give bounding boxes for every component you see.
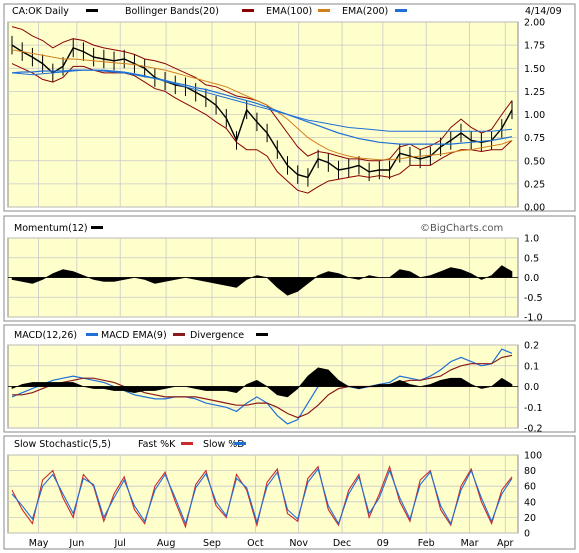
- x-axis-month-label: Jun: [68, 538, 84, 549]
- fast-k-legend-label: Fast %K: [138, 439, 176, 450]
- momentum-y-ticks: 1.0 0.5 0.0 -0.5 -1.0: [524, 234, 543, 324]
- price-y-tick-label: 0.00: [524, 203, 545, 214]
- macd-y-tick-label: 0.1: [524, 361, 539, 372]
- macd-ema-legend-label: MACD EMA(9): [101, 330, 167, 341]
- price-series-group: [11, 26, 513, 194]
- stochastic-series-slow-d: [11, 467, 513, 526]
- price-y-tick-label: 0.25: [524, 179, 545, 190]
- momentum-y-tick-label: 0.0: [524, 273, 539, 284]
- macd-legend-swatch: [86, 333, 98, 336]
- macd-y-tick-label: 0.0: [524, 382, 539, 393]
- stochastic-plot-area: [7, 454, 519, 534]
- price-y-tick-label: 0.75: [524, 133, 545, 144]
- x-axis-month-label: Sep: [203, 538, 221, 549]
- x-axis-month-label: Oct: [247, 538, 264, 549]
- x-axis-month-label: Apr: [497, 538, 514, 549]
- fast-k-legend-swatch: [181, 442, 193, 445]
- price-series-long-term-trend: [11, 69, 513, 132]
- momentum-title: Momentum(12): [14, 223, 88, 234]
- stochastic-series-group: [11, 464, 513, 529]
- ema200-legend-swatch: [395, 9, 407, 12]
- slow-d-legend-swatch: [234, 442, 246, 445]
- stochastic-panel: Slow Stochastic(5,5) Fast %K Slow %D 100…: [3, 435, 576, 550]
- price-y-tick-label: 1.25: [524, 87, 545, 98]
- stochastic-title: Slow Stochastic(5,5): [14, 439, 111, 450]
- x-axis-month-label: Jul: [113, 538, 125, 549]
- price-y-tick-label: 1.50: [524, 64, 545, 75]
- stochastic-y-ticks: 100 80 60 40 20 0: [524, 451, 542, 540]
- slow-d-legend-label: Slow %D: [203, 439, 245, 450]
- bollinger-legend-label: Bollinger Bands(20): [125, 6, 219, 17]
- macd-series-macd-ema-9: [12, 354, 513, 419]
- momentum-legend-swatch: [91, 226, 103, 229]
- ema100-legend-swatch: [318, 9, 330, 12]
- x-axis-month-label: Aug: [157, 538, 176, 549]
- momentum-y-tick-label: -0.5: [524, 293, 543, 304]
- stochastic-y-tick-label: 40: [524, 497, 536, 508]
- momentum-panel: Momentum(12) ©BigCharts.com 1.0 0.5 0.0 -0.…: [3, 215, 576, 324]
- price-y-tick-label: 1.75: [524, 41, 545, 52]
- ema200-legend-label: EMA(200): [342, 6, 388, 17]
- stochastic-y-tick-label: 60: [524, 482, 536, 493]
- stochastic-y-tick-label: 0: [524, 529, 530, 540]
- price-y-tick-label: 0.50: [524, 156, 545, 167]
- price-panel: CA:OK Daily Bollinger Bands(20) EMA(100)…: [3, 3, 576, 214]
- price-y-ticks: 2.00 1.75 1.50 1.25 1.00 0.75 0.50 0.25 0.00: [524, 18, 545, 214]
- momentum-y-tick-label: 1.0: [524, 234, 539, 245]
- ema100-legend-label: EMA(100): [266, 6, 312, 17]
- divergence-legend-label: Divergence: [190, 330, 244, 341]
- macd-y-tick-label: -0.1: [524, 403, 543, 414]
- stochastic-y-tick-label: 80: [524, 466, 536, 477]
- momentum-y-tick-label: 0.5: [524, 253, 539, 264]
- x-axis: May Jun Jul Aug Sep Oct Nov Dec 09 Feb Mar Apr: [29, 538, 514, 549]
- x-axis-month-label: Dec: [333, 538, 351, 549]
- x-axis-month-label: Nov: [289, 538, 308, 549]
- price-series-ema-100: [11, 49, 513, 161]
- bollinger-legend-swatch: [242, 9, 254, 12]
- macd-y-ticks: 0.2 0.1 0.0 -0.1 -0.2: [524, 341, 543, 435]
- macd-series-group: [8, 348, 518, 425]
- x-axis-month-label: Mar: [461, 538, 479, 549]
- price-y-tick-label: 1.00: [524, 110, 545, 121]
- macd-panel: MACD(12,26) MACD EMA(9) Divergence 0.20.…: [3, 324, 576, 435]
- momentum-series-group: [8, 265, 518, 296]
- chart-date: 4/14/09: [525, 6, 562, 17]
- macd-y-tick-label: -0.2: [524, 424, 543, 435]
- divergence-legend-swatch: [256, 333, 268, 336]
- bigcharts-watermark: ©BigCharts.com: [420, 223, 503, 234]
- price-series-ca-ok-daily: [11, 44, 513, 179]
- stochastic-y-tick-label: 100: [524, 451, 542, 462]
- momentum-y-tick-label: -1.0: [524, 313, 543, 324]
- price-title: CA:OK Daily: [12, 6, 69, 17]
- macd-ema-legend-swatch: [173, 333, 185, 336]
- stochastic-y-tick-label: 20: [524, 513, 536, 524]
- x-axis-month-label: 09: [377, 538, 389, 549]
- x-axis-month-label: May: [29, 538, 49, 549]
- macd-title: MACD(12,26): [14, 330, 77, 341]
- x-axis-month-label: Feb: [418, 538, 435, 549]
- price-legend-swatch: [86, 9, 98, 12]
- macd-series-macd-12-26: [11, 348, 513, 425]
- price-y-tick-label: 2.00: [524, 18, 545, 29]
- macd-y-tick-label: 0.2: [524, 341, 539, 352]
